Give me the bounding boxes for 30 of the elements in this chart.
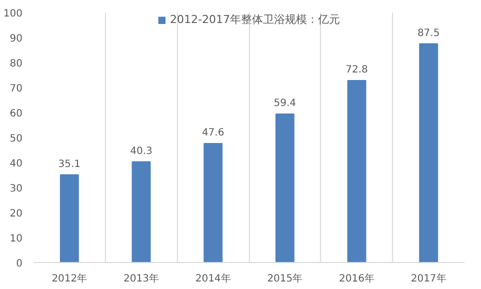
bar: [60, 174, 79, 262]
y-tick-label: 90: [10, 34, 23, 44]
y-tick-label: 0: [16, 258, 23, 270]
data-label: 40.3: [130, 146, 152, 157]
x-tick-label: 2017年: [410, 272, 446, 284]
bar: [275, 114, 294, 262]
x-tick-label: 2012年: [52, 272, 88, 284]
legend-label: 2012-2017年整体卫浴规模：亿元: [170, 12, 340, 27]
x-tick-label: 2013年: [124, 272, 159, 284]
bar: [204, 143, 223, 262]
data-label: 47.6: [202, 128, 224, 138]
y-tick-label: 60: [10, 108, 23, 120]
y-tick-label: 50: [10, 134, 23, 144]
y-tick-label: 100: [3, 8, 23, 20]
data-label: 35.1: [58, 158, 81, 170]
bar: [347, 80, 366, 262]
x-tick-label: 2014年: [195, 272, 231, 284]
data-label: 72.8: [346, 64, 368, 76]
y-tick-label: 30: [10, 184, 23, 194]
data-label: 59.4: [274, 98, 296, 109]
x-tick-label: 2015年: [267, 272, 303, 284]
y-tick-label: 80: [10, 58, 23, 70]
data-label: 87.5: [417, 28, 440, 39]
x-tick-label: 2016年: [339, 272, 374, 284]
y-tick-label: 20: [10, 208, 23, 220]
y-tick-label: 70: [10, 84, 23, 94]
y-tick-label: 10: [10, 234, 23, 244]
bar: [132, 161, 151, 262]
y-tick-label: 40: [10, 158, 23, 170]
bar: [419, 43, 438, 262]
